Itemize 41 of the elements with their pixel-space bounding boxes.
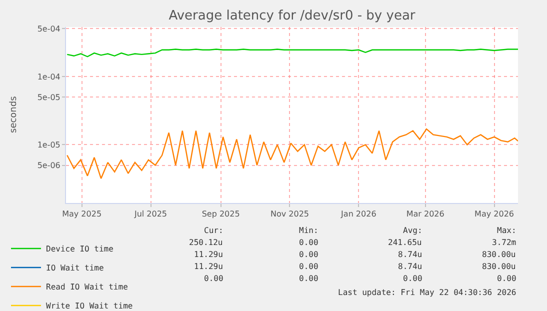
text: 0.00 — [299, 238, 318, 247]
text: 0.00 — [403, 274, 422, 283]
x-tick-label: Nov 2025 — [270, 210, 309, 219]
y-axis-title: seconds — [9, 96, 19, 133]
text: Avg: — [403, 226, 422, 235]
line-series — [66, 128, 518, 180]
text: 830.00u — [482, 262, 516, 271]
text: 250.12u — [189, 238, 223, 247]
y-tick-label: 1e-04 — [37, 72, 60, 82]
legend-label: Read IO Wait time — [46, 282, 128, 292]
legend-label: Device IO time — [46, 244, 114, 254]
x-tick-label: Mar 2026 — [406, 210, 444, 219]
text: 0.00 — [299, 274, 318, 283]
y-tick-label: 5e-05 — [37, 92, 60, 102]
chart-title: Average latency for /dev/sr0 - by year — [168, 8, 416, 24]
text: 3.72m — [492, 238, 516, 247]
line-series — [66, 48, 518, 58]
x-tick-label: Sep 2025 — [202, 210, 240, 219]
text: 0.00 — [497, 274, 516, 283]
y-tick-label: 5e-06 — [37, 161, 60, 170]
text: 830.00u — [482, 250, 516, 259]
x-tick-label: Jan 2026 — [340, 210, 376, 219]
text: Last update: Fri May 22 04:30:36 2026 — [338, 288, 516, 297]
text: Min: — [299, 226, 318, 235]
legend-label: IO Wait time — [46, 264, 104, 273]
text: 8.74u — [398, 262, 422, 271]
x-tick-label: Jul 2025 — [133, 210, 168, 219]
legend-label: Write IO Wait time — [46, 302, 133, 311]
y-tick-label: 5e-04 — [37, 24, 60, 34]
text: 11.29u — [194, 250, 224, 259]
x-tick-label: May 2025 — [62, 210, 102, 219]
text: 0.00 — [299, 262, 318, 271]
text: Cur: — [204, 226, 224, 235]
text: 0.00 — [299, 250, 318, 259]
y-tick-label: 1e-05 — [37, 140, 60, 150]
text: Max: — [497, 226, 516, 235]
x-tick-label: May 2026 — [474, 210, 514, 219]
text: 8.74u — [398, 250, 422, 259]
text: 11.29u — [194, 262, 224, 271]
text: 0.00 — [204, 274, 224, 283]
text: 241.65u — [388, 238, 422, 247]
